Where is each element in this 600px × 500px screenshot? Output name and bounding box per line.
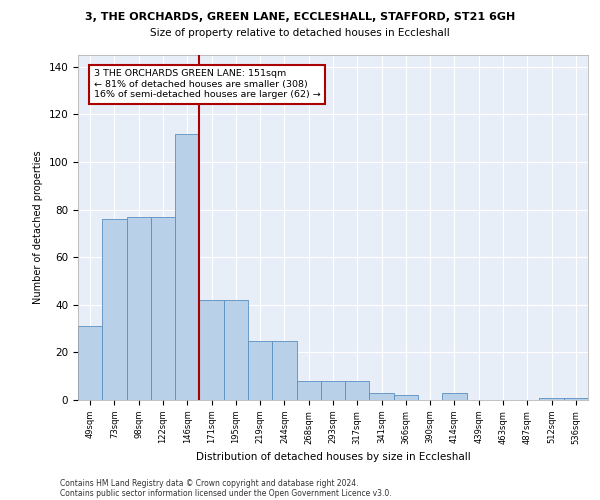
Bar (564, 398, 588, 400)
X-axis label: Distribution of detached houses by size in Eccleshall: Distribution of detached houses by size … (196, 452, 470, 462)
Bar (127, 217, 151, 400)
Text: 3 THE ORCHARDS GREEN LANE: 151sqm
← 81% of detached houses are smaller (308)
16%: 3 THE ORCHARDS GREEN LANE: 151sqm ← 81% … (94, 70, 320, 99)
Text: Contains HM Land Registry data © Crown copyright and database right 2024.: Contains HM Land Registry data © Crown c… (60, 478, 359, 488)
Text: 3, THE ORCHARDS, GREEN LANE, ECCLESHALL, STAFFORD, ST21 6GH: 3, THE ORCHARDS, GREEN LANE, ECCLESHALL,… (85, 12, 515, 22)
Text: Size of property relative to detached houses in Eccleshall: Size of property relative to detached ho… (150, 28, 450, 38)
Bar (248, 340, 272, 400)
Bar (199, 300, 224, 400)
Bar (296, 381, 321, 400)
Bar (151, 217, 175, 400)
Bar (321, 381, 345, 400)
Bar (102, 219, 127, 400)
Bar (175, 134, 199, 400)
Bar (442, 393, 467, 400)
Bar (370, 393, 394, 400)
Bar (272, 340, 296, 400)
Bar (78, 326, 102, 400)
Bar (345, 381, 370, 400)
Bar (539, 398, 564, 400)
Y-axis label: Number of detached properties: Number of detached properties (33, 150, 43, 304)
Bar (224, 300, 248, 400)
Bar (394, 395, 418, 400)
Text: Contains public sector information licensed under the Open Government Licence v3: Contains public sector information licen… (60, 488, 392, 498)
